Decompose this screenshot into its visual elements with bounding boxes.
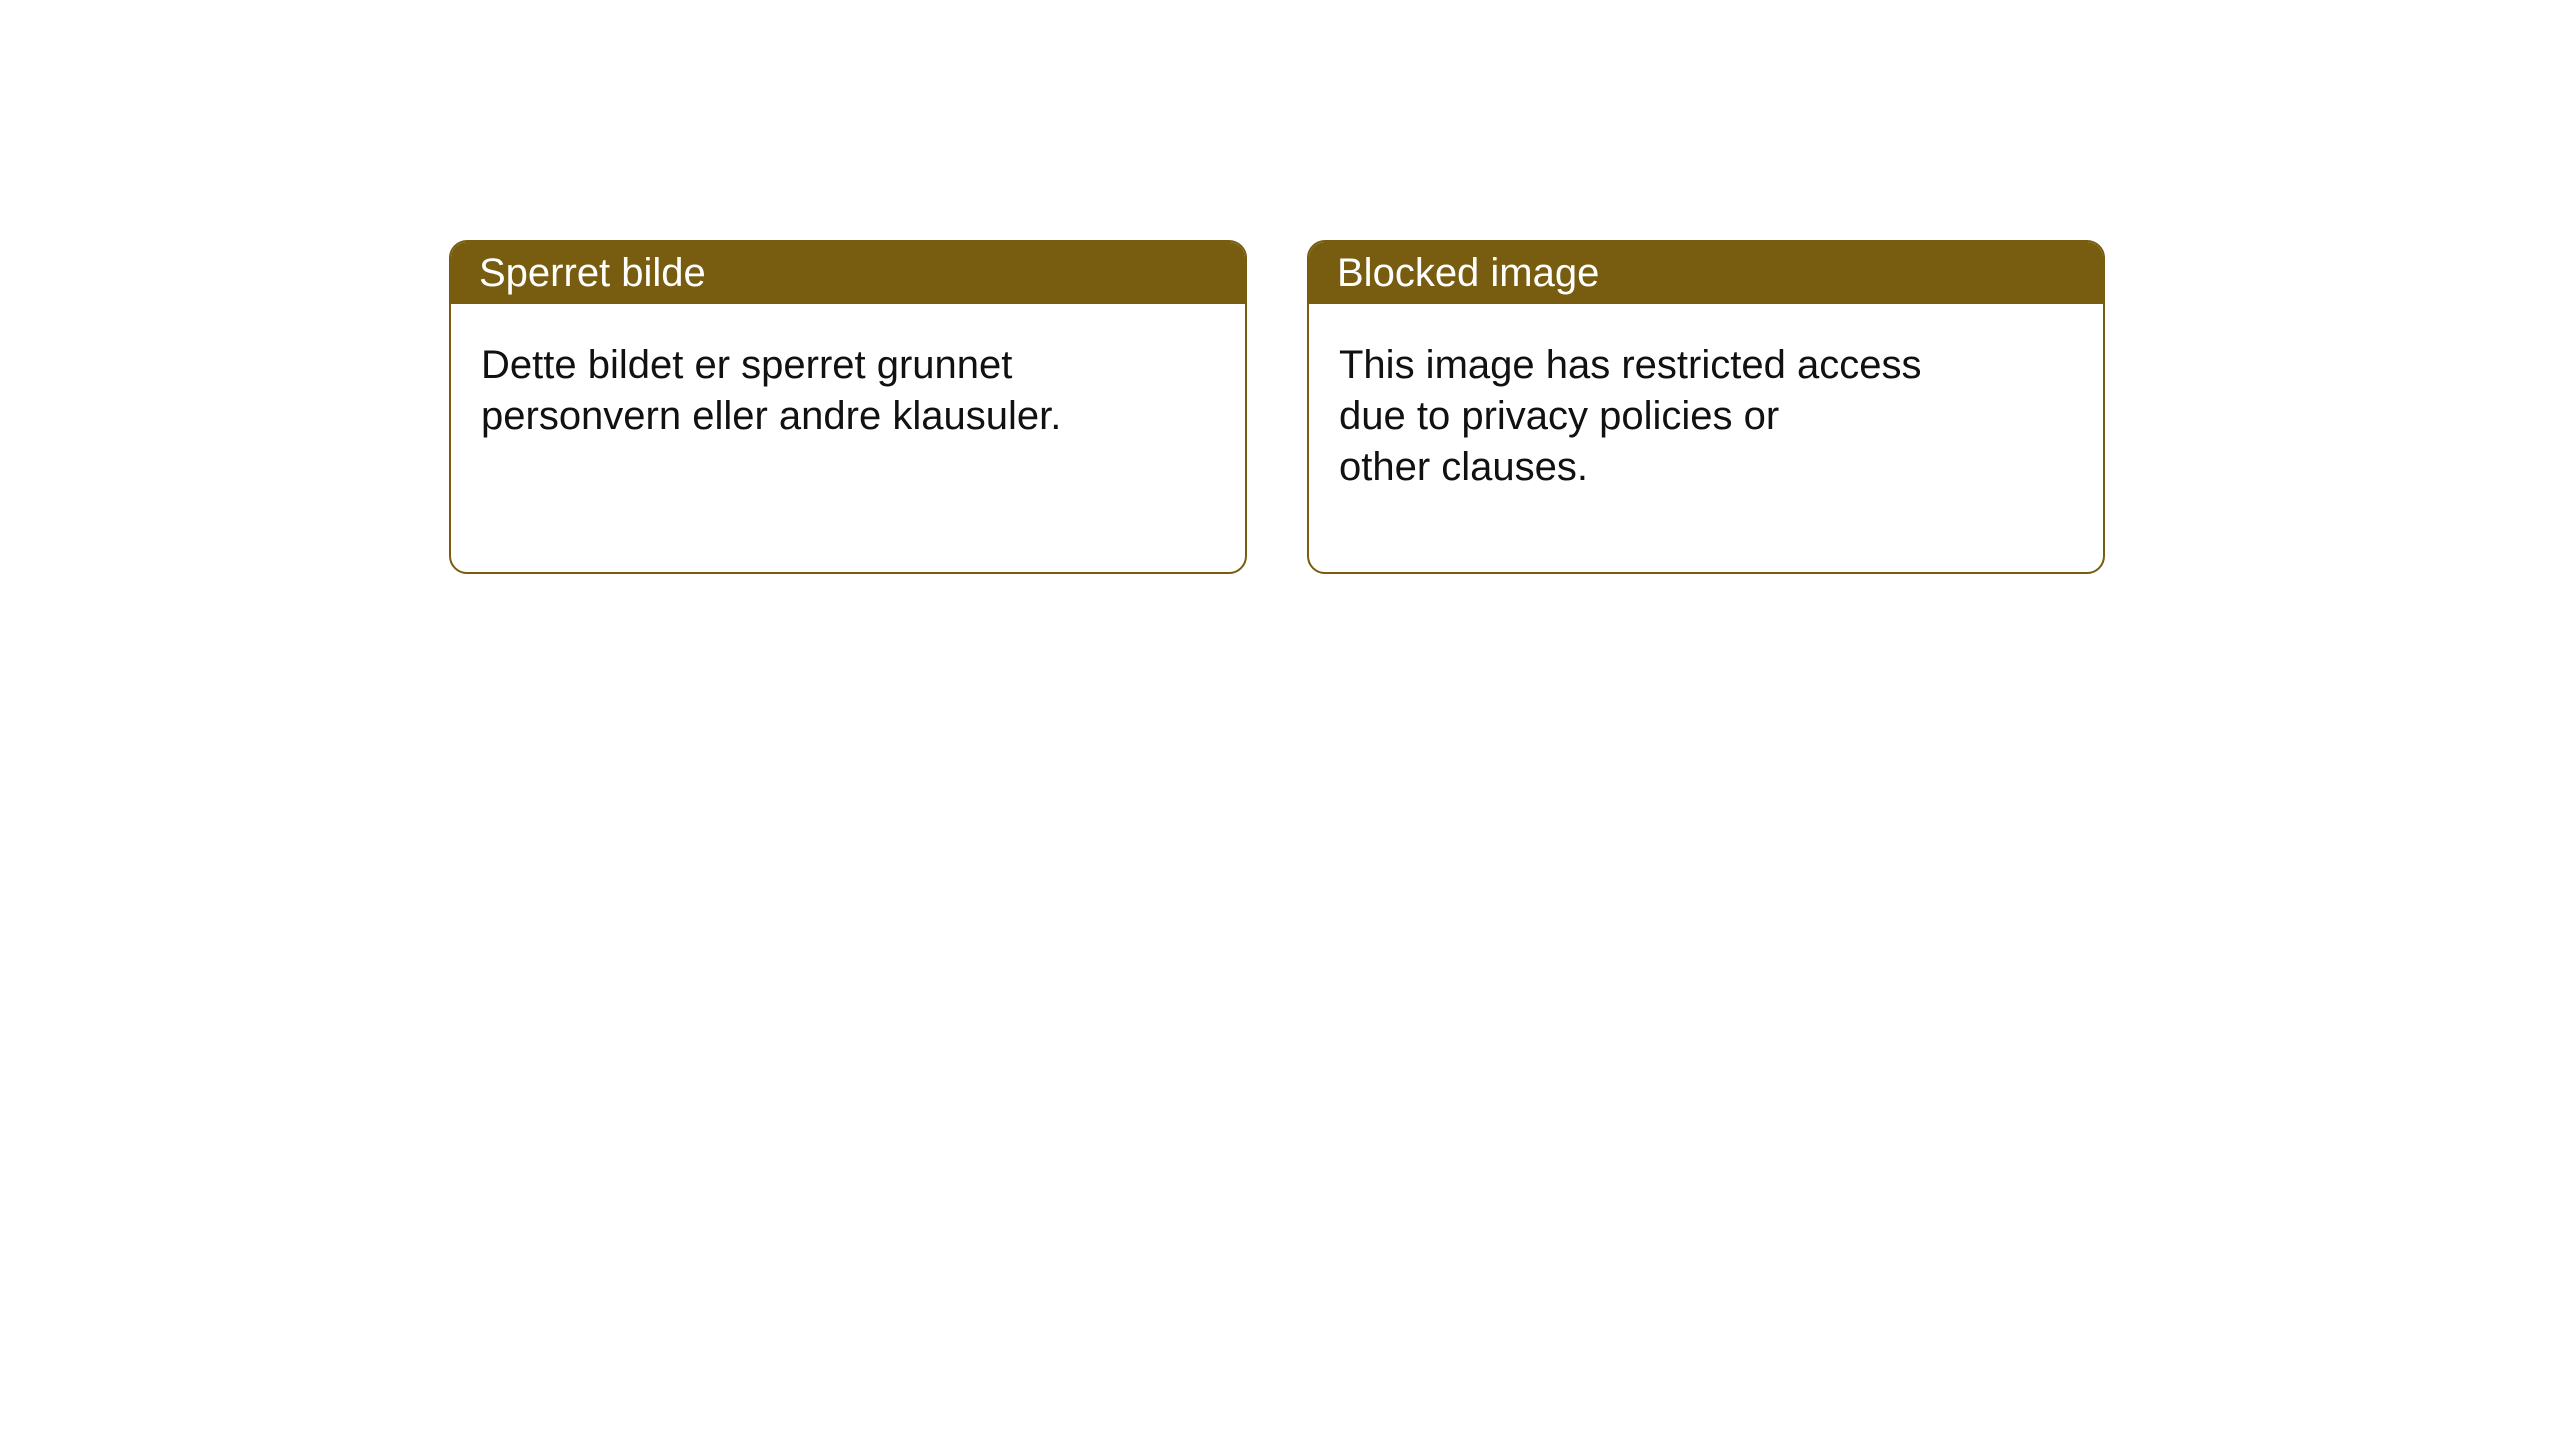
notice-card-en-title: Blocked image [1337,251,1599,296]
notice-card-no-header: Sperret bilde [451,242,1245,304]
notice-card-en-body: This image has restricted access due to … [1309,304,2103,530]
page-canvas: Sperret bilde Dette bildet er sperret gr… [0,0,2560,1440]
notice-card-en: Blocked image This image has restricted … [1307,240,2105,574]
notice-card-en-header: Blocked image [1309,242,2103,304]
notice-card-no-title: Sperret bilde [479,251,706,296]
notice-card-no-body: Dette bildet er sperret grunnet personve… [451,304,1245,478]
notice-card-no: Sperret bilde Dette bildet er sperret gr… [449,240,1247,574]
